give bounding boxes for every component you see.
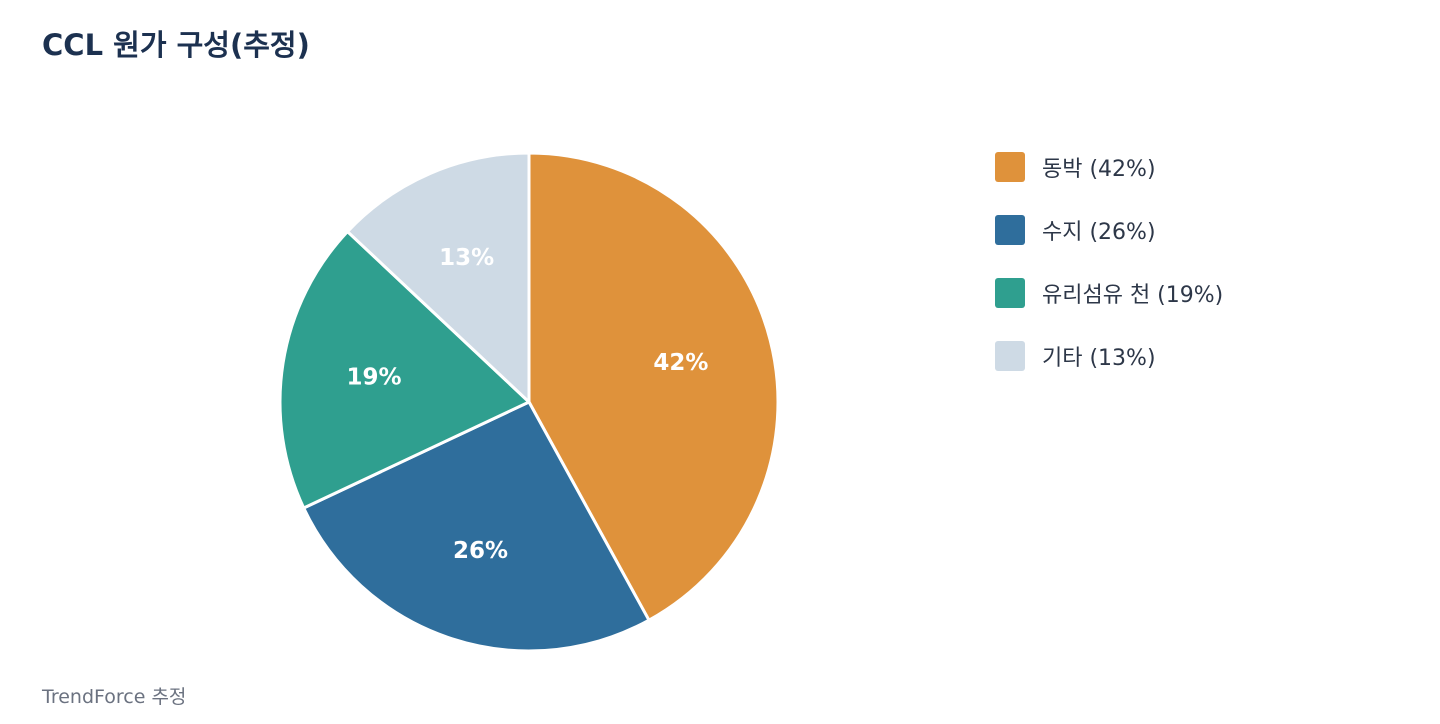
legend-item-resin: 수지 (26%) (995, 215, 1223, 245)
pie-slice-glass-fabric (278, 230, 531, 510)
legend-swatch (995, 215, 1025, 245)
legend-item-other: 기타 (13%) (995, 341, 1223, 371)
chart-title: CCL 원가 구성(추정) (42, 28, 310, 62)
legend-label: 유리섬유 천 (19%) (1042, 283, 1224, 308)
pie-slice-other (345, 151, 531, 404)
slice-value-label: 13% (439, 245, 494, 271)
legend-swatch (995, 152, 1025, 182)
slice-value-label: 26% (453, 538, 508, 564)
slice-value-label: 19% (347, 364, 402, 390)
legend: 동박 (42%) 수지 (26%) 유리섬유 천 (19%) 기타 (13%) (995, 152, 1223, 404)
legend-swatch (995, 278, 1025, 308)
slice-value-label: 42% (653, 350, 708, 376)
legend-item-copper-foil: 동박 (42%) (995, 152, 1223, 182)
legend-label: 기타 (13%) (1042, 346, 1156, 371)
pie-slice-resin (302, 400, 651, 653)
legend-swatch (995, 341, 1025, 371)
pie-slice-copper-foil (527, 151, 780, 622)
legend-label: 수지 (26%) (1042, 220, 1156, 245)
legend-item-glass-fabric: 유리섬유 천 (19%) (995, 278, 1223, 308)
legend-label: 동박 (42%) (1042, 157, 1156, 182)
source-note: TrendForce 추정 (42, 686, 187, 708)
